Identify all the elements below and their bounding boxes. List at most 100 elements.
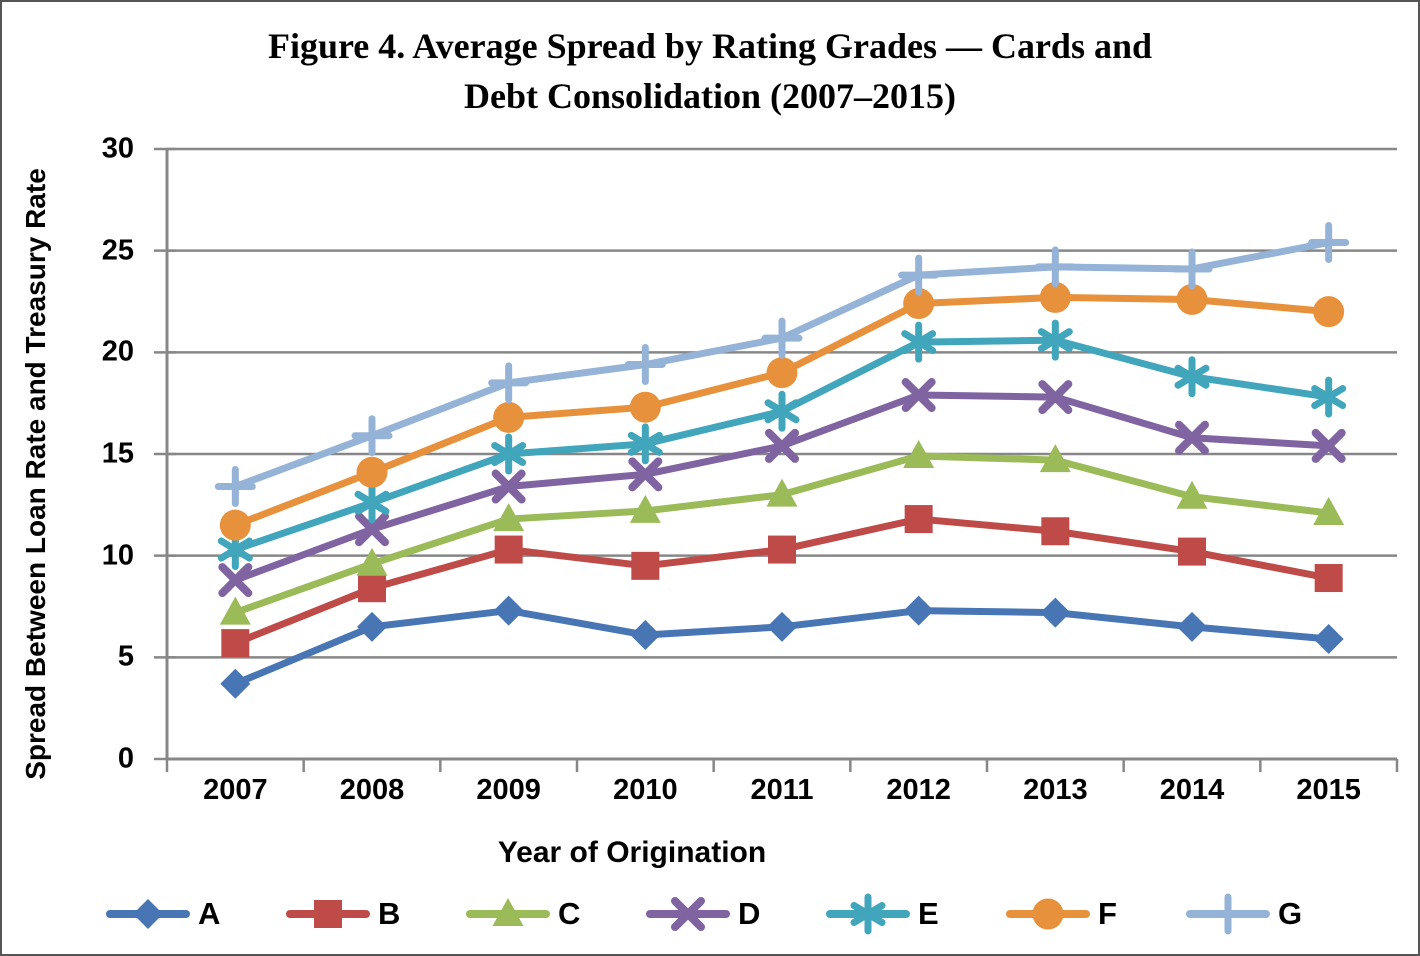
series-G-marker-2013 bbox=[1034, 246, 1076, 288]
series-E-marker-2008 bbox=[354, 482, 390, 524]
series-G-marker-2011 bbox=[761, 317, 803, 359]
legend-item-F: F bbox=[1006, 890, 1117, 938]
legend-plus-marker-icon bbox=[1186, 893, 1270, 935]
legend-label-C: C bbox=[558, 896, 581, 931]
series-F-marker-2013 bbox=[1039, 281, 1071, 313]
x-tick-label-2015: 2015 bbox=[1296, 774, 1361, 806]
series-B-marker-2014 bbox=[1178, 537, 1206, 566]
series-A-marker-2014 bbox=[1177, 611, 1207, 642]
legend-marker-shape-C bbox=[492, 898, 524, 926]
y-tick-label-20: 20 bbox=[101, 335, 134, 368]
legend-label-G: G bbox=[1278, 896, 1303, 931]
series-B-marker-2010 bbox=[631, 551, 660, 580]
series-C-marker-2009 bbox=[493, 503, 525, 532]
series-B-marker-2007 bbox=[221, 629, 250, 658]
series-G-marker-2008 bbox=[351, 415, 393, 457]
series-G-marker-2012 bbox=[898, 254, 940, 296]
legend-marker-shape-D bbox=[671, 897, 705, 931]
series-F-marker-2014 bbox=[1176, 283, 1208, 315]
series-A-marker-2015 bbox=[1313, 624, 1344, 655]
series-G-marker-2015 bbox=[1308, 222, 1350, 264]
series-C-marker-2010 bbox=[629, 494, 661, 523]
series-E-marker-2011 bbox=[764, 390, 800, 432]
series-A-marker-2013 bbox=[1040, 597, 1071, 628]
series-E-marker-2012 bbox=[901, 321, 937, 363]
series-E-marker-2014 bbox=[1174, 356, 1210, 398]
series-D-marker-2014 bbox=[1175, 420, 1209, 455]
series-C-marker-2014 bbox=[1176, 480, 1208, 509]
y-tick-label-15: 15 bbox=[101, 437, 134, 470]
legend-square-marker-icon bbox=[286, 900, 370, 928]
legend-marker-shape-G bbox=[1207, 893, 1249, 935]
series-F-marker-2009 bbox=[493, 401, 525, 433]
legend-item-B: B bbox=[286, 890, 400, 938]
series-C-marker-2012 bbox=[903, 440, 935, 469]
legend-label-D: D bbox=[738, 896, 761, 931]
series-F-marker-2012 bbox=[903, 288, 935, 320]
legend-item-C: C bbox=[466, 890, 580, 938]
legend-item-A: A bbox=[106, 890, 220, 938]
series-F-marker-2007 bbox=[219, 509, 251, 541]
series-B-marker-2008 bbox=[358, 574, 386, 603]
legend-diamond-marker-icon bbox=[106, 899, 190, 929]
series-B-marker-2013 bbox=[1041, 517, 1070, 546]
series-A-marker-2009 bbox=[493, 595, 524, 626]
series-C-marker-2011 bbox=[766, 478, 798, 507]
series-C-marker-2008 bbox=[356, 547, 388, 576]
legend-label-B: B bbox=[378, 896, 401, 931]
legend: A B C D E F G bbox=[2, 890, 1418, 942]
y-tick-label-0: 0 bbox=[117, 742, 134, 775]
series-D-marker-2012 bbox=[901, 378, 936, 413]
series-F-marker-2010 bbox=[629, 391, 661, 423]
series-D-marker-2009 bbox=[491, 469, 526, 504]
series-C-marker-2015 bbox=[1313, 496, 1345, 525]
x-axis-title: Year of Origination bbox=[497, 836, 767, 869]
legend-triangle-marker-icon bbox=[466, 898, 550, 926]
y-tick-label-5: 5 bbox=[117, 640, 134, 673]
series-G-marker-2014 bbox=[1171, 248, 1213, 290]
series-C-marker-2013 bbox=[1039, 444, 1071, 473]
series-D-marker-2015 bbox=[1311, 428, 1346, 463]
x-tick-label-2008: 2008 bbox=[339, 774, 405, 806]
chart-title: Figure 4. Average Spread by Rating Grade… bbox=[2, 22, 1418, 121]
y-tick-label-30: 30 bbox=[101, 132, 134, 165]
series-A-marker-2007 bbox=[220, 668, 251, 699]
series-E-marker-2015 bbox=[1311, 376, 1347, 418]
series-E-marker-2013 bbox=[1037, 319, 1073, 361]
x-tick-label-2011: 2011 bbox=[750, 774, 814, 806]
legend-x-marker-icon bbox=[646, 897, 730, 931]
legend-marker-shape-F bbox=[1032, 898, 1064, 930]
x-tick-label-2010: 2010 bbox=[613, 774, 678, 806]
chart-title-line-1: Figure 4. Average Spread by Rating Grade… bbox=[267, 26, 1153, 66]
series-D-marker-2013 bbox=[1038, 380, 1073, 415]
legend-item-E: E bbox=[826, 890, 939, 938]
series-B-marker-2009 bbox=[494, 535, 523, 564]
series-E-marker-2010 bbox=[627, 423, 663, 465]
legend-label-F: F bbox=[1098, 896, 1117, 931]
x-tick-label-2013: 2013 bbox=[1023, 774, 1088, 806]
series-B-marker-2011 bbox=[768, 535, 796, 564]
x-tick-label-2012: 2012 bbox=[886, 774, 951, 806]
series-E-marker-2009 bbox=[491, 433, 527, 475]
series-F-marker-2008 bbox=[356, 456, 388, 488]
series-D-marker-2011 bbox=[765, 428, 799, 463]
series-G-marker-2009 bbox=[488, 362, 530, 404]
legend-label-E: E bbox=[918, 896, 939, 931]
chart-title-line-2: Debt Consolidation (2007–2015) bbox=[463, 75, 957, 116]
legend-item-G: G bbox=[1186, 890, 1302, 938]
series-D-marker-2007 bbox=[218, 563, 253, 598]
series-D-marker-2008 bbox=[355, 512, 389, 547]
series-A-marker-2008 bbox=[357, 611, 387, 642]
x-tick-label-2007: 2007 bbox=[203, 774, 268, 806]
x-tick-label-2009: 2009 bbox=[476, 774, 541, 806]
legend-label-A: A bbox=[198, 896, 221, 931]
y-tick-label-25: 25 bbox=[101, 234, 134, 267]
series-G-marker-2010 bbox=[624, 344, 666, 386]
series-G-marker-2007 bbox=[214, 466, 256, 508]
series-B-marker-2012 bbox=[904, 505, 933, 534]
legend-marker-shape-E bbox=[850, 893, 886, 935]
y-tick-label-10: 10 bbox=[101, 539, 134, 572]
legend-circle-marker-icon bbox=[1006, 898, 1090, 930]
